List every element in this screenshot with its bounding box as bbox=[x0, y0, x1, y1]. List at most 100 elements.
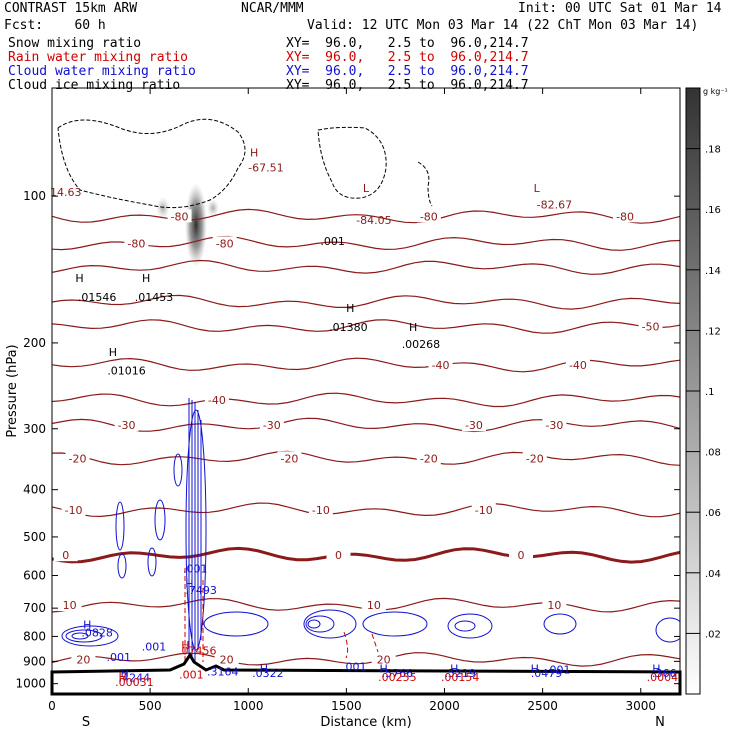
field-label: .00031 bbox=[115, 676, 154, 689]
contour-label-bg bbox=[361, 598, 386, 612]
init-time: Init: 00 UTC Sat 01 Mar 14 bbox=[518, 1, 722, 16]
field-label: .01016 bbox=[107, 364, 146, 377]
x-tick-label: 2500 bbox=[527, 699, 558, 713]
field-label: H bbox=[380, 662, 388, 675]
field-label: .001 bbox=[546, 663, 571, 676]
forecast-hour: Fcst: 60 h bbox=[4, 18, 106, 33]
y-tick-label: 1000 bbox=[15, 677, 46, 691]
contour-label: -20 bbox=[69, 452, 87, 465]
temperature-contour bbox=[52, 208, 680, 224]
field-label: H bbox=[120, 667, 128, 680]
contour-label: -20 bbox=[280, 452, 298, 465]
contour-label: -80 bbox=[616, 210, 634, 223]
contour-label-bg bbox=[214, 652, 239, 666]
cloud-contour bbox=[454, 620, 476, 632]
field-label: .4244 bbox=[119, 672, 151, 685]
field-xy-snow: XY= 96.0, 2.5 to 96.0,214.7 bbox=[286, 36, 529, 51]
field-label: .00154 bbox=[441, 671, 480, 684]
y-tick-label: 900 bbox=[23, 654, 46, 668]
colorbar-tick-label: .02 bbox=[705, 629, 721, 640]
contour-label-bg bbox=[71, 652, 96, 666]
contour-label: -80 bbox=[216, 237, 234, 250]
field-label: .0322 bbox=[252, 667, 284, 680]
y-tick-label: 600 bbox=[23, 569, 46, 583]
field-label: .001 bbox=[106, 651, 131, 664]
field-label: .001 bbox=[142, 641, 167, 654]
contour-label-bg bbox=[212, 236, 237, 250]
contour-label: 20 bbox=[377, 653, 391, 666]
field-name-cloud-ice: Cloud ice mixing ratio bbox=[8, 78, 181, 93]
temperature-contour bbox=[52, 546, 680, 564]
field-label: H bbox=[260, 662, 268, 675]
cloud-contour bbox=[61, 625, 119, 647]
field-label: .01546 bbox=[78, 291, 117, 304]
contour-label-bg bbox=[326, 548, 351, 562]
contour-label: 0 bbox=[335, 549, 342, 562]
contour-label-bg bbox=[167, 209, 192, 223]
cloud-contour bbox=[117, 553, 127, 579]
field-labels: 14.63H-67.51L-84.05L-82.67.001H.01546H.0… bbox=[50, 147, 678, 689]
field-label: .001 bbox=[183, 563, 208, 576]
contour-label-bg bbox=[428, 358, 453, 372]
contour-label: 10 bbox=[367, 599, 381, 612]
field-label: .7493 bbox=[185, 584, 217, 597]
plot-frame bbox=[51, 87, 681, 695]
ice-contour bbox=[417, 161, 433, 207]
cloud-contour bbox=[115, 501, 125, 551]
colorbar-unit: g kg⁻¹ bbox=[703, 87, 728, 96]
snow-core bbox=[185, 183, 207, 267]
rain-contour bbox=[343, 631, 379, 659]
colorbar-tick-label: .1 bbox=[705, 387, 715, 398]
colorbar-tick-label: .04 bbox=[705, 569, 721, 580]
field-label: H bbox=[450, 662, 458, 675]
contour-label-bg bbox=[259, 418, 284, 432]
cloud-contour bbox=[543, 613, 577, 635]
cloud-contour bbox=[307, 619, 321, 629]
field-label: H bbox=[119, 670, 127, 683]
cloud-contour bbox=[173, 453, 183, 487]
contour-label: 20 bbox=[76, 653, 90, 666]
field-label: .001 bbox=[179, 668, 204, 681]
field-label: .001 bbox=[320, 235, 345, 248]
field-xy-rain: XY= 96.0, 2.5 to 96.0,214.7 bbox=[286, 50, 529, 65]
x-tick-label: 3000 bbox=[625, 699, 656, 713]
contour-label: -10 bbox=[475, 504, 493, 517]
field-label: .07456 bbox=[178, 645, 217, 658]
field-label: H bbox=[142, 272, 150, 285]
cloud-contour bbox=[147, 547, 157, 577]
contour-label: -80 bbox=[420, 210, 438, 223]
colorbar-tick-label: .16 bbox=[705, 205, 721, 216]
field-label: H bbox=[409, 321, 417, 334]
field-name-snow: Snow mixing ratio bbox=[8, 36, 142, 51]
contour-label: 0 bbox=[518, 549, 525, 562]
field-label: .00255 bbox=[378, 671, 417, 684]
contour-label-bg bbox=[65, 451, 90, 465]
contour-label-bg bbox=[114, 418, 139, 432]
field-label: .001 bbox=[342, 660, 367, 673]
x-tick-label: 2000 bbox=[429, 699, 460, 713]
y-tick-label: 500 bbox=[23, 530, 46, 544]
ice-contour bbox=[317, 126, 387, 199]
field-label: .0004 bbox=[647, 671, 679, 684]
field-label: .0828 bbox=[81, 626, 113, 639]
temperature-contour bbox=[52, 319, 680, 334]
temperature-contour bbox=[52, 392, 680, 408]
colorbar-tick-label: .06 bbox=[705, 508, 721, 519]
x-tick-label: 0 bbox=[48, 699, 56, 713]
contour-label: -50 bbox=[642, 320, 660, 333]
field-label: .00268 bbox=[402, 338, 441, 351]
colorbar-tick-label: .08 bbox=[705, 448, 721, 459]
contour-label: -20 bbox=[420, 452, 438, 465]
model-title: CONTRAST 15km ARW bbox=[4, 1, 138, 16]
field-label: H bbox=[181, 639, 189, 652]
contour-label-bg bbox=[542, 598, 567, 612]
y-tick-label: 400 bbox=[23, 483, 46, 497]
field-xy-cloud-ice: XY= 96.0, 2.5 to 96.0,214.7 bbox=[286, 78, 529, 93]
temperature-contour bbox=[52, 259, 680, 275]
cloud-water-contours bbox=[61, 398, 680, 662]
rain-contours bbox=[184, 568, 379, 662]
field-label: .01453 bbox=[135, 291, 174, 304]
